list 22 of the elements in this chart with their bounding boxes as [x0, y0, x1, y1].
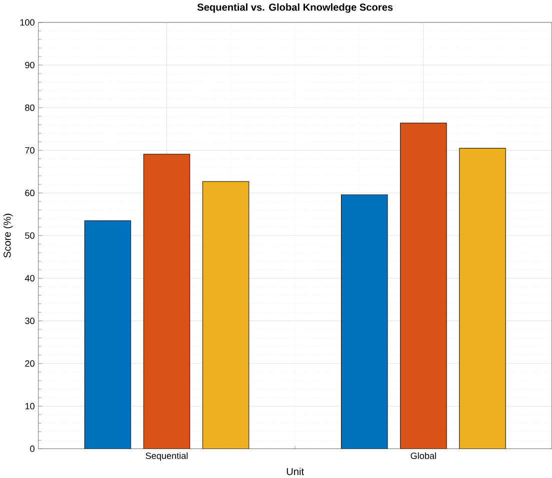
y-tick-label: 90 [25, 62, 34, 68]
bar [202, 180, 250, 449]
x-tick-label: Sequential [146, 452, 188, 461]
bar [84, 220, 132, 449]
y-tick-label: 30 [25, 317, 34, 324]
y-axis-title: Score (%) [3, 214, 13, 258]
y-tick-label: 20 [25, 360, 34, 366]
bar [341, 194, 388, 449]
y-tick-label: 80 [25, 104, 34, 111]
x-tick-label: Global [410, 452, 436, 459]
y-tick-label: 0 [30, 445, 34, 452]
y-tick-label: 50 [25, 232, 34, 239]
bar [459, 148, 506, 449]
y-tick-label: 100 [20, 18, 34, 26]
y-tick-label: 70 [25, 146, 34, 154]
y-tick-label: 60 [25, 190, 34, 196]
x-axis-title: Unit [286, 467, 304, 475]
y-tick-label: 40 [24, 274, 34, 282]
y-tick-label: 10 [25, 402, 34, 410]
chart-title: Sequential vs. Global Knowledge Scores [197, 3, 393, 13]
bar [143, 154, 190, 449]
bar [400, 122, 447, 449]
